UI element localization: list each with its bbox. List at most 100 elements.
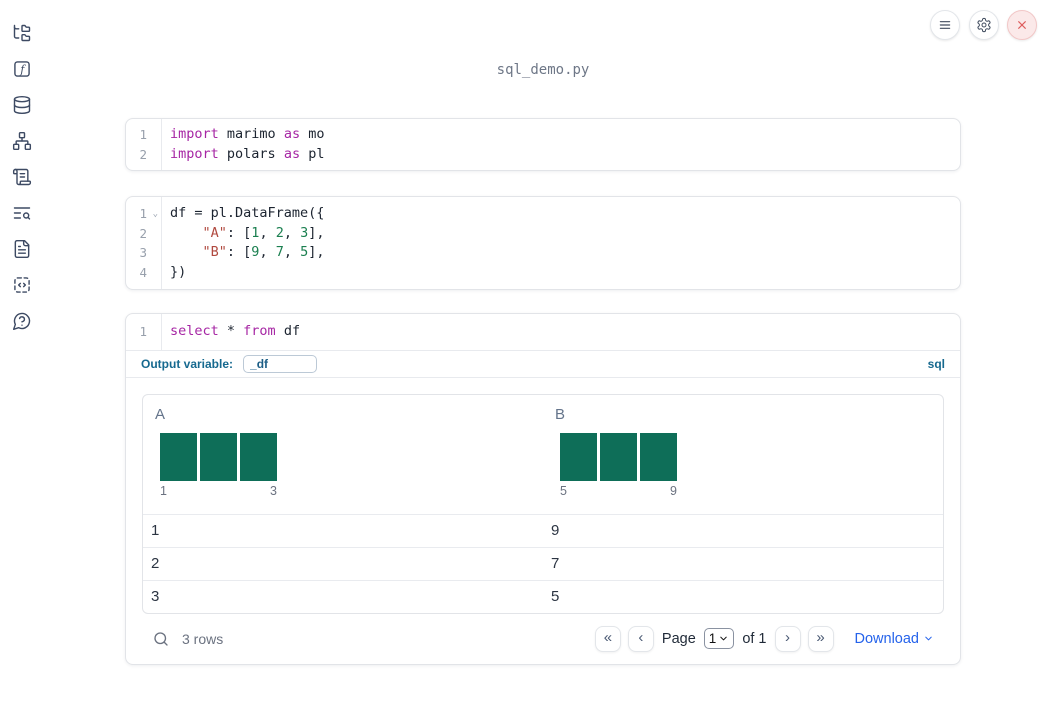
sql-editor[interactable]: 1 select * from df (126, 314, 960, 350)
histogram-max-label: 3 (270, 483, 277, 498)
code-text: import polars as pl (170, 145, 325, 162)
double-chevron-right-icon: » (816, 629, 825, 646)
functions-icon: f (14, 61, 30, 77)
histogram-max-label: 9 (670, 483, 677, 498)
sql-cell-footer: Output variable: sql (126, 349, 960, 378)
line-number: 4 (139, 264, 147, 280)
sidebar-item-datasources[interactable] (11, 95, 33, 115)
pagination: « ‹ Page 1 of 1 › » Download (594, 625, 944, 652)
sidebar-item-logs[interactable] (11, 203, 33, 223)
line-number: 2 (139, 146, 147, 162)
page-select-value: 1 (708, 631, 717, 646)
menu-button[interactable] (930, 10, 960, 40)
code-text: }) (170, 263, 187, 280)
settings-button[interactable] (969, 10, 999, 40)
code-text: "B": [9, 7, 5], (202, 244, 325, 260)
line-number: 1 ⌄ (126, 204, 161, 224)
code-line: 1 select * from df (126, 322, 960, 342)
sidebar-item-documentation[interactable] (11, 239, 33, 259)
close-x-icon (1018, 21, 1026, 29)
row-count: 3 rows (182, 630, 224, 647)
sidebar-item-dependency-graph[interactable] (11, 131, 33, 151)
histogram-bar (600, 432, 637, 481)
table-cell: 3 (151, 588, 160, 605)
column-name: A (155, 405, 166, 423)
histogram-min-label: 5 (560, 483, 567, 498)
table-cell: 9 (551, 522, 560, 539)
datasources-icon (13, 95, 31, 115)
fold-chevron-icon[interactable]: ⌄ (152, 209, 158, 219)
code-text: "A": [1, 2, 3], (202, 224, 325, 241)
sidebar-item-snippets[interactable] (11, 167, 33, 187)
next-page-button[interactable]: › (774, 625, 801, 652)
histogram-bar (160, 432, 197, 481)
sidebar-item-functions[interactable]: f (11, 59, 33, 79)
file-explorer-icon (13, 24, 31, 42)
sidebar-item-file-explorer[interactable] (11, 23, 33, 43)
shutdown-button[interactable] (1007, 10, 1037, 40)
histogram-bar (640, 432, 677, 481)
code-cell-dataframe: 1 ⌄ df = pl.DataFrame({ 2 "A": [1, 2, 3], 3 … (125, 196, 961, 290)
dependency-graph-icon (12, 131, 32, 151)
code-line: 2 import polars as pl (126, 145, 960, 165)
code-text: import marimo as mo (170, 126, 325, 142)
double-chevron-left-icon: « (603, 629, 613, 646)
column-name: B (555, 405, 566, 423)
histogram-min-label: 1 (160, 483, 167, 498)
chevron-right-icon: › (785, 629, 790, 646)
code-editor[interactable]: 1 ⌄ df = pl.DataFrame({ 2 "A": [1, 2, 3], 3 … (126, 197, 960, 289)
output-variable-input[interactable] (243, 354, 318, 373)
download-button[interactable]: Download (855, 631, 935, 647)
code-text: df = pl.DataFrame({ (170, 205, 325, 221)
prev-page-button[interactable]: ‹ (627, 625, 654, 652)
help-icon (12, 312, 31, 331)
download-label: Download (854, 630, 920, 647)
first-page-button[interactable]: « (594, 625, 621, 652)
histogram-bars (160, 432, 277, 481)
table-cell: 5 (551, 588, 560, 605)
line-number: 3 (139, 245, 147, 260)
line-number: 2 (139, 225, 147, 241)
page-label: Page (661, 630, 696, 647)
chevron-left-icon: ‹ (638, 629, 644, 646)
sidebar-item-help[interactable] (11, 311, 33, 331)
sql-cell: 1 select * from df Output variable: sql A… (125, 313, 961, 665)
scratchpad-code-icon (14, 277, 30, 293)
hamburger-menu-icon (939, 21, 951, 29)
gear-icon (977, 17, 991, 33)
search-button[interactable] (152, 630, 170, 648)
code-editor[interactable]: 1 import marimo as mo 2 import polars as pl (126, 119, 960, 170)
logs-search-icon (13, 207, 31, 220)
table-cell: 1 (151, 522, 160, 539)
notebook-filename[interactable]: sql_demo.py (496, 62, 590, 78)
language-badge[interactable]: sql (927, 356, 945, 371)
snippets-icon (12, 168, 32, 186)
code-cell-imports: 1 import marimo as mo 2 import polars as pl (125, 118, 961, 171)
search-icon (154, 631, 168, 646)
table-footer: 3 rows « ‹ Page 1 of 1 › » (142, 614, 944, 664)
sidebar-item-scratchpad[interactable] (11, 275, 33, 295)
code-line: 1 ⌄ df = pl.DataFrame({ (126, 204, 960, 224)
code-line: 3 "B": [9, 7, 5], (126, 243, 960, 263)
code-line: 1 import marimo as mo (126, 125, 960, 145)
last-page-button[interactable]: » (807, 625, 834, 652)
page-of-label: of 1 (742, 630, 767, 647)
histogram-bar (200, 432, 237, 481)
line-number: 1 (139, 324, 147, 339)
histogram-bars (560, 432, 677, 481)
line-number: 1 (139, 127, 147, 142)
page-select[interactable]: 1 (703, 628, 735, 649)
chevron-down-icon (720, 636, 728, 641)
svg-text:f: f (19, 63, 26, 76)
